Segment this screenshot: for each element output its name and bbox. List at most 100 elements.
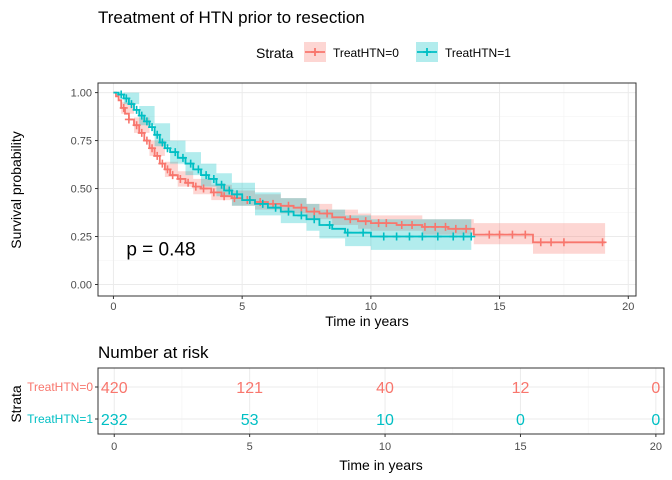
censor-mark [392, 232, 401, 241]
censor-mark [379, 232, 388, 241]
censor-mark [122, 94, 131, 103]
risk-table-border [97, 367, 665, 435]
plot-border [97, 82, 637, 297]
risk-x-tick-label: 10 [379, 441, 391, 453]
risk-x-tick-label: 20 [650, 441, 662, 453]
x-tick-label: 10 [365, 301, 377, 313]
censor-mark [408, 221, 417, 229]
risk-strata-label-TreatHTN=0: TreatHTN=0 [27, 380, 93, 394]
censor-mark [137, 111, 146, 120]
censor-mark [284, 207, 293, 216]
censor-mark [191, 182, 200, 191]
risk-y-axis-label: Strata [8, 385, 24, 423]
censor-mark [127, 100, 136, 109]
risk-count: 0 [651, 380, 660, 397]
censor-mark [495, 230, 504, 239]
censor-mark [217, 180, 226, 189]
censor-mark [142, 117, 151, 126]
censor-mark [485, 230, 494, 239]
censor-mark [459, 232, 468, 241]
legend-key-censor [423, 48, 431, 56]
risk-count: 0 [651, 412, 660, 429]
x-tick-label: 5 [239, 301, 245, 313]
censor-mark [361, 217, 370, 226]
censor-mark [202, 171, 211, 180]
censor-mark [433, 232, 442, 241]
risk-count: 53 [241, 412, 259, 429]
risk-strata-label-TreatHTN=1: TreatHTN=1 [27, 412, 93, 426]
censor-mark [598, 238, 607, 247]
censor-mark [153, 130, 162, 139]
censor-mark [137, 128, 146, 137]
y-tick-label: 1.00 [71, 88, 92, 100]
y-tick-label: 0.75 [71, 136, 92, 148]
censor-mark [297, 203, 306, 212]
censor-mark [258, 199, 267, 208]
censor-mark [132, 105, 141, 114]
censor-mark [420, 222, 429, 231]
censor-mark [209, 188, 218, 197]
censor-mark [194, 165, 203, 174]
censor-mark [346, 215, 355, 224]
x-tick-label: 20 [622, 301, 634, 313]
x-tick-label: 0 [110, 301, 116, 313]
risk-x-tick-label: 15 [514, 441, 526, 453]
censor-mark [158, 159, 167, 168]
censor-mark [359, 228, 368, 237]
risk-count: 12 [512, 380, 530, 397]
censor-mark [142, 136, 151, 145]
p-value-annotation: p = 0.48 [126, 240, 195, 261]
censor-mark [117, 90, 126, 99]
legend-key-censor [311, 48, 319, 56]
legend: Strata TreatHTN=0 TreatHTN=1 [256, 42, 511, 62]
risk-x-tick-label: 0 [111, 441, 117, 453]
censor-mark [153, 151, 162, 160]
legend-label-TreatHTN=0: TreatHTN=0 [333, 46, 399, 60]
legend-label-TreatHTN=1: TreatHTN=1 [445, 46, 511, 60]
censor-mark [184, 178, 193, 187]
censor-mark [148, 123, 157, 132]
risk-x-tick-label: 5 [247, 441, 253, 453]
censor-mark [467, 232, 476, 241]
censor-mark [374, 219, 383, 228]
censor-mark [168, 171, 177, 180]
x-tick-label: 15 [493, 301, 505, 313]
censor-mark [209, 174, 218, 183]
censor-mark [171, 148, 180, 157]
censor-mark [405, 232, 414, 241]
censor-mark [536, 238, 545, 247]
risk-count: 10 [376, 412, 394, 429]
censor-mark [163, 165, 172, 174]
censor-mark [297, 211, 306, 220]
legend-title: Strata [256, 45, 294, 61]
censor-mark [220, 192, 229, 201]
y-tick-label: 0.25 [71, 232, 92, 244]
censor-mark [233, 190, 242, 199]
risk-count: 40 [376, 380, 394, 397]
censor-mark [451, 224, 460, 233]
x-axis-label: Time in years [325, 313, 409, 329]
censor-mark [163, 144, 172, 153]
censor-mark [547, 238, 556, 247]
censor-mark [178, 153, 187, 162]
censor-mark [343, 228, 352, 237]
risk-count: 121 [236, 380, 263, 397]
censor-mark [271, 203, 280, 212]
censor-mark [119, 103, 128, 112]
ci-band-TreatHTN=1 [113, 92, 472, 250]
censor-mark [186, 159, 195, 168]
risk-count: 420 [101, 380, 128, 397]
risk-count: 0 [516, 412, 525, 429]
censor-mark [132, 121, 141, 130]
censor-mark [418, 232, 427, 241]
censor-mark [325, 221, 334, 229]
survival-plot-panel: p = 0.48 0 5 10 15 20 0.00 0.25 0.50 0.75 1.00 [71, 82, 637, 313]
chart-title: Treatment of HTN prior to resection [98, 8, 365, 27]
y-tick-label: 0.00 [71, 279, 92, 291]
censor-mark [245, 196, 254, 205]
censor-mark [431, 222, 440, 231]
censor-mark [124, 115, 133, 124]
censor-mark [225, 186, 234, 195]
risk-count: 232 [101, 412, 128, 429]
